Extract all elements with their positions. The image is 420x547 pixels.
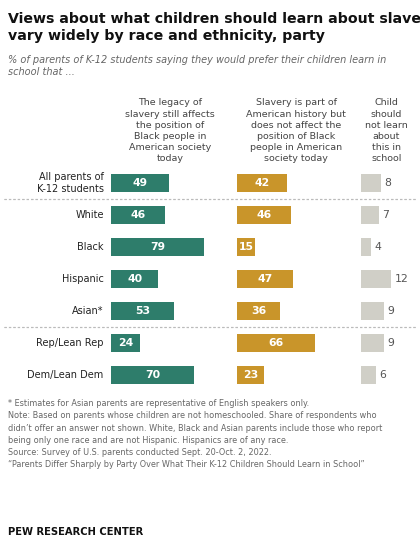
- Text: 6: 6: [380, 370, 386, 380]
- Text: Child
should
not learn
about
this in
school: Child should not learn about this in sch…: [365, 98, 408, 163]
- Bar: [361, 206, 379, 224]
- Bar: [111, 366, 194, 385]
- Text: White: White: [75, 210, 104, 220]
- Bar: [237, 270, 293, 288]
- Text: 12: 12: [395, 274, 409, 284]
- Bar: [237, 206, 291, 224]
- Bar: [237, 366, 264, 385]
- Text: 42: 42: [255, 178, 270, 188]
- Bar: [237, 237, 255, 256]
- Bar: [361, 237, 371, 256]
- Text: 23: 23: [243, 370, 258, 380]
- Text: 40: 40: [127, 274, 142, 284]
- Text: 49: 49: [133, 178, 148, 188]
- Text: The legacy of
slavery still affects
the position of
Black people in
American soc: The legacy of slavery still affects the …: [125, 98, 215, 163]
- Text: Slavery is part of
American history but
does not affect the
position of Black
pe: Slavery is part of American history but …: [246, 98, 346, 163]
- Text: 4: 4: [375, 242, 381, 252]
- Text: 36: 36: [251, 306, 266, 316]
- Bar: [111, 270, 158, 288]
- Text: 9: 9: [387, 338, 394, 348]
- Bar: [111, 237, 204, 256]
- Text: % of parents of K-12 students saying they would prefer their children learn in
s: % of parents of K-12 students saying the…: [8, 55, 387, 77]
- Bar: [361, 270, 391, 288]
- Text: * Estimates for Asian parents are representative of English speakers only.
Note:: * Estimates for Asian parents are repres…: [8, 399, 383, 469]
- Bar: [111, 173, 169, 192]
- Text: 24: 24: [118, 338, 133, 348]
- Text: Rep/Lean Rep: Rep/Lean Rep: [36, 338, 104, 348]
- Text: Views about what children should learn about slavery
vary widely by race and eth: Views about what children should learn a…: [8, 12, 420, 43]
- Bar: [237, 302, 280, 321]
- Text: 9: 9: [387, 306, 394, 316]
- Bar: [237, 173, 287, 192]
- Bar: [361, 173, 381, 192]
- Text: Hispanic: Hispanic: [62, 274, 104, 284]
- Text: Dem/Lean Dem: Dem/Lean Dem: [27, 370, 104, 380]
- Text: PEW RESEARCH CENTER: PEW RESEARCH CENTER: [8, 527, 144, 537]
- Bar: [111, 334, 139, 352]
- Text: 8: 8: [385, 178, 391, 188]
- Text: Black: Black: [77, 242, 104, 252]
- Bar: [237, 334, 315, 352]
- Bar: [111, 206, 165, 224]
- Text: 79: 79: [150, 242, 165, 252]
- Text: 15: 15: [239, 242, 254, 252]
- Text: 7: 7: [382, 210, 389, 220]
- Text: 66: 66: [268, 338, 284, 348]
- Text: 46: 46: [257, 210, 272, 220]
- Text: 47: 47: [257, 274, 273, 284]
- Bar: [361, 302, 384, 321]
- Bar: [361, 366, 376, 385]
- Bar: [361, 334, 384, 352]
- Text: 46: 46: [131, 210, 146, 220]
- Text: All parents of
K-12 students: All parents of K-12 students: [37, 172, 104, 194]
- Text: 70: 70: [145, 370, 160, 380]
- Bar: [111, 302, 173, 321]
- Text: 53: 53: [135, 306, 150, 316]
- Text: Asian*: Asian*: [72, 306, 104, 316]
